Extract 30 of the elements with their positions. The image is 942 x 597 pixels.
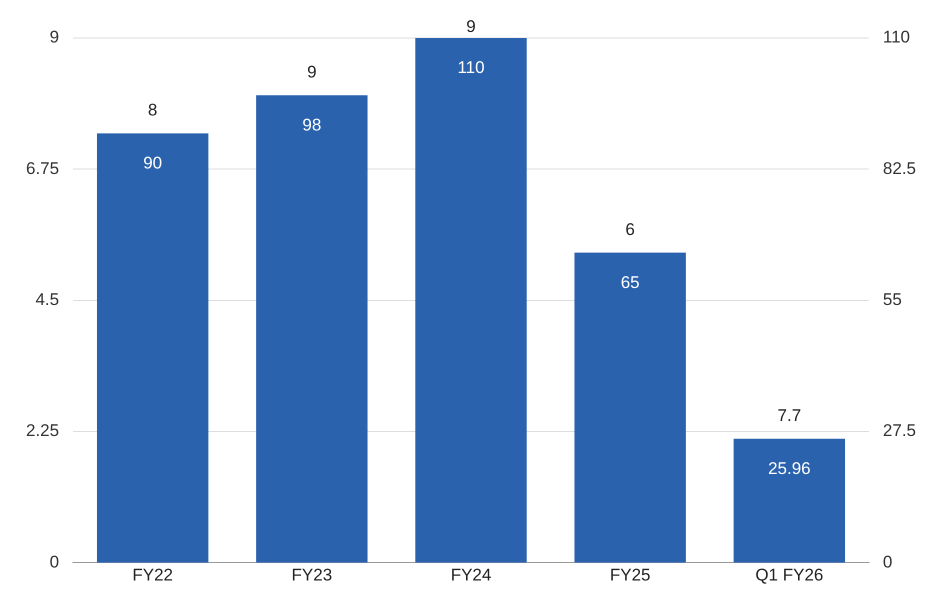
annotation: 6 (625, 220, 635, 239)
data-label: 110 (457, 58, 485, 78)
y2-tick-label: 110 (882, 28, 910, 47)
bar (734, 438, 846, 563)
bar (256, 95, 368, 563)
y-tick-label: 9 (50, 28, 60, 47)
annotation: 9 (307, 62, 317, 82)
y-tick-label: 0 (50, 552, 60, 572)
y-tick-label: 4.5 (35, 290, 60, 309)
annotation: 8 (148, 100, 158, 120)
data-label: 98 (302, 115, 322, 134)
data-label: 65 (620, 272, 640, 292)
annotation: 7.7 (778, 406, 802, 425)
y2-tick-label: 55 (882, 290, 902, 309)
bar (415, 38, 527, 563)
data-label: 90 (143, 154, 162, 173)
data-label: 25.96 (768, 458, 811, 478)
x-tick-label: Q1 FY26 (755, 565, 824, 584)
x-tick-label: FY22 (132, 565, 173, 584)
bar (96, 133, 208, 563)
y-tick-label: 6.75 (26, 158, 60, 178)
text: 9 (466, 17, 476, 36)
y-tick-label: 2.25 (26, 421, 60, 440)
x-tick-label: FY23 (292, 565, 332, 584)
y2-tick-label: 82.5 (882, 158, 916, 178)
x-tick-label: FY24 (450, 565, 492, 584)
x-tick-label: FY25 (610, 565, 650, 584)
y2-tick-label: 0 (882, 552, 892, 572)
y2-tick-label: 27.5 (882, 421, 916, 440)
bar (574, 252, 686, 563)
